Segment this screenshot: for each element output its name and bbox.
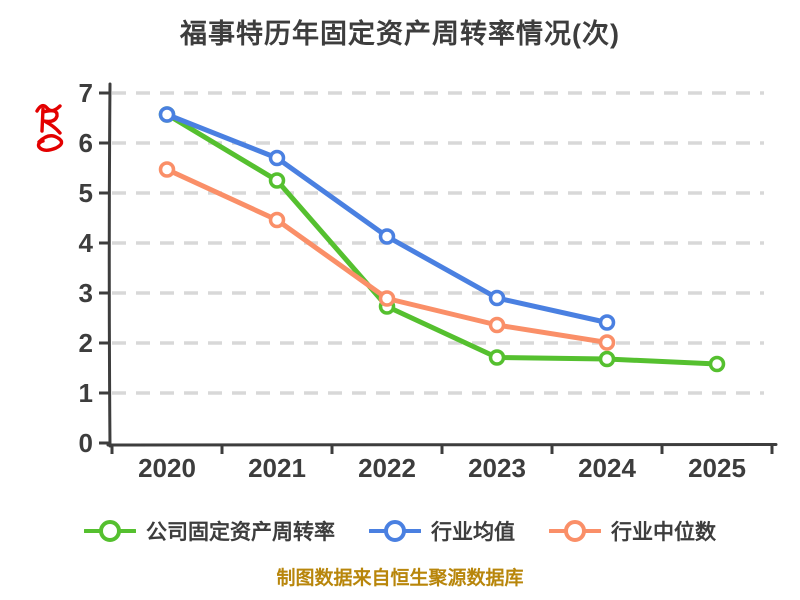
y-tick-label-5: 5 [79, 178, 93, 208]
y-tick-label-1: 1 [79, 378, 93, 408]
y-tick-label-3: 3 [79, 278, 93, 308]
red-scribble-annotation [35, 103, 64, 152]
data-point-s1-2022 [378, 228, 396, 245]
data-point-s0-2024 [598, 350, 616, 368]
y-tick-label-2: 2 [79, 328, 93, 358]
data-series [158, 106, 726, 373]
legend-item-industry-median: 行业中位数 [549, 516, 716, 546]
legend: 公司固定资产周转率 行业均值 行业中位数 [0, 516, 800, 546]
data-point-s2-2021 [268, 211, 286, 229]
data-point-s0-2023 [488, 349, 506, 366]
y-axis [107, 82, 112, 448]
data-point-s1-2024 [598, 314, 616, 331]
data-point-s2-2020 [158, 161, 176, 178]
legend-item-company-turnover: 公司固定资产周转率 [84, 516, 335, 546]
data-point-s2-2022 [378, 290, 396, 307]
axes [99, 82, 778, 454]
data-point-s0-2025 [708, 355, 726, 373]
legend-item-industry-average: 行业均值 [369, 516, 515, 546]
x-tick-label-2024: 2024 [578, 453, 636, 483]
legend-marker-green-icon [84, 520, 136, 542]
series-line-2 [164, 167, 610, 345]
data-point-s1-2020 [158, 106, 176, 123]
data-source-note: 制图数据来自恒生聚源数据库 [276, 568, 524, 589]
data-point-s1-2021 [268, 149, 286, 167]
x-tick-label-2023: 2023 [468, 453, 526, 483]
axis-labels: 0 1 2 3 4 5 6 7 2020 2021 2022 2023 2024 2025 [79, 78, 746, 483]
legend-label-industry-average: 行业均值 [431, 521, 515, 544]
x-tick-label-2022: 2022 [358, 453, 416, 483]
y-tick-label-4: 4 [79, 228, 94, 258]
data-point-s0-2021 [268, 172, 286, 189]
legend-label-company-turnover: 公司固定资产周转率 [146, 521, 335, 544]
data-point-s2-2024 [598, 334, 616, 351]
legend-label-industry-median: 行业中位数 [611, 521, 716, 544]
x-tick-label-2020: 2020 [138, 453, 196, 483]
x-tick-label-2021: 2021 [248, 453, 306, 483]
gridlines [112, 91, 764, 395]
series-line-0 [164, 112, 720, 367]
y-tick-label-7: 7 [79, 78, 93, 108]
legend-marker-blue-icon [369, 520, 421, 542]
data-point-s1-2023 [488, 289, 506, 307]
legend-marker-orange-icon [549, 520, 601, 542]
x-tick-label-2025: 2025 [688, 453, 746, 483]
data-point-s2-2023 [488, 316, 506, 334]
x-axis [106, 442, 778, 447]
y-tick-label-6: 6 [79, 128, 93, 158]
y-tick-label-0: 0 [79, 428, 93, 458]
chart-title: 福事特历年固定资产周转率情况(次) [180, 19, 620, 49]
